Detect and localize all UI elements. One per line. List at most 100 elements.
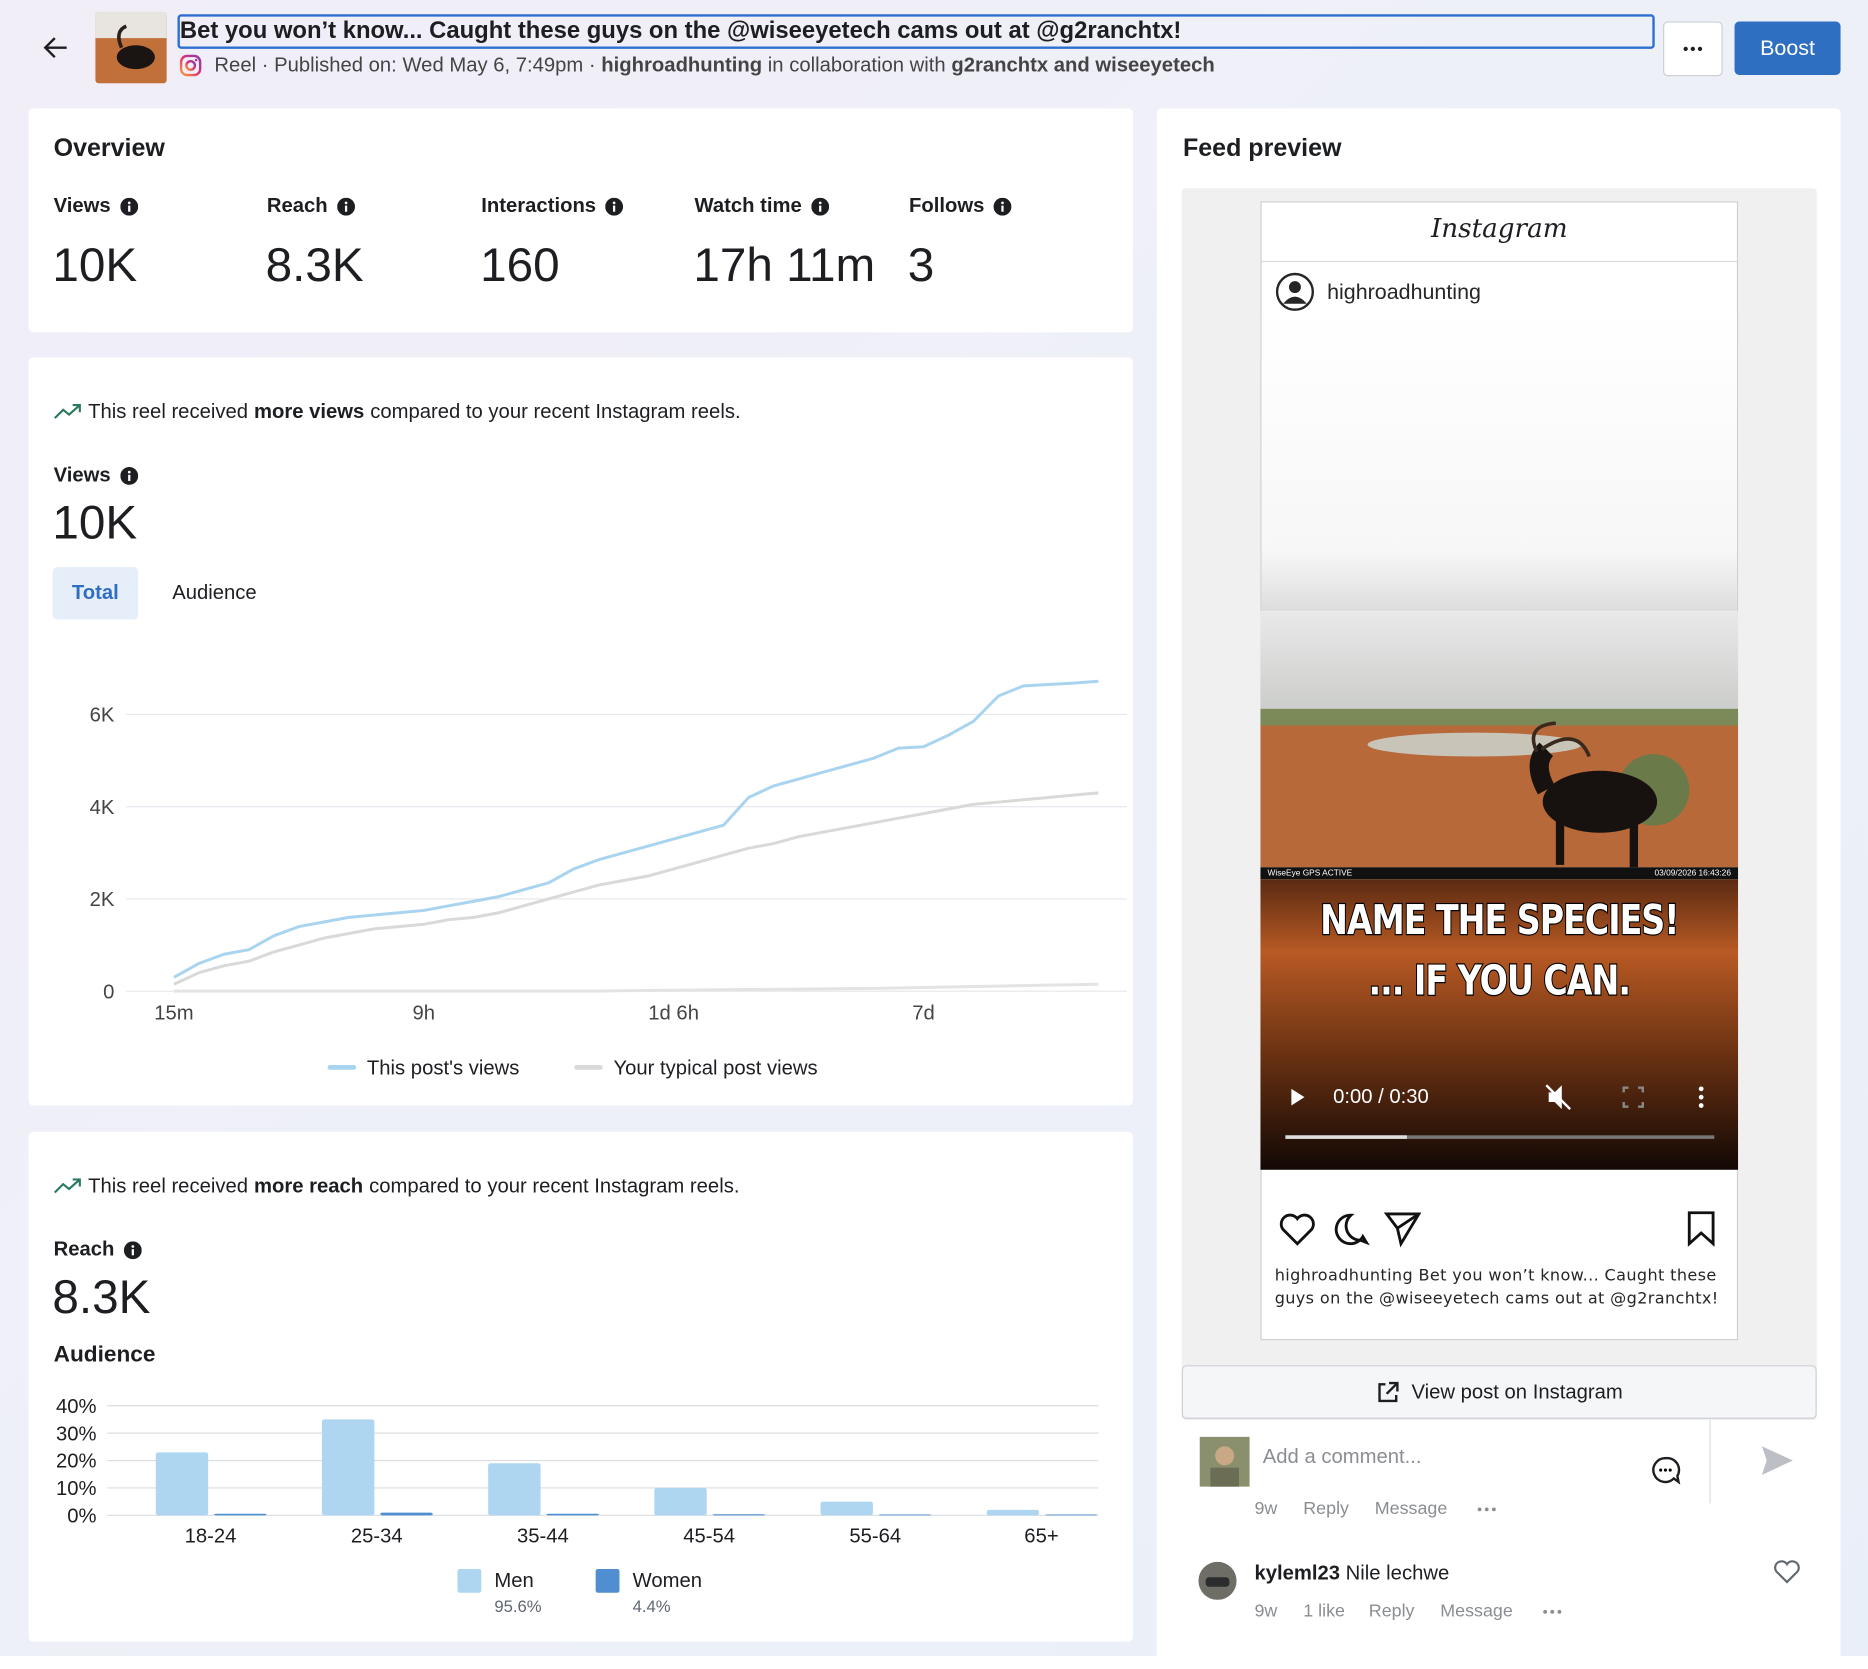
info-dot xyxy=(127,200,131,204)
shape xyxy=(185,60,197,72)
comment-like[interactable] xyxy=(1773,1558,1802,1584)
video-menu[interactable] xyxy=(1698,1086,1704,1108)
shape xyxy=(1288,281,1301,294)
message-link[interactable]: Message xyxy=(1440,1601,1513,1622)
metric-label: Follows xyxy=(908,194,985,217)
bar xyxy=(712,1514,766,1516)
metric-value: 10K xyxy=(52,239,138,292)
camera-label: WiseEye GPS ACTIVE xyxy=(1268,868,1353,878)
progress-bar[interactable] xyxy=(1285,1135,1407,1139)
shape xyxy=(1548,1085,1562,1110)
info-icon[interactable] xyxy=(120,197,139,216)
info-dot xyxy=(344,200,348,204)
shape xyxy=(1283,296,1307,304)
more-button[interactable] xyxy=(1663,21,1723,77)
x-tick-label: 45-54 xyxy=(683,1526,735,1548)
comment-likes[interactable]: 1 like xyxy=(1303,1601,1346,1622)
emoji-button[interactable] xyxy=(1650,1456,1681,1487)
y-tick-label: 10% xyxy=(56,1478,97,1500)
shape xyxy=(1690,46,1695,51)
boost-button[interactable]: Boost xyxy=(1734,21,1841,76)
note-emphasis: more reach xyxy=(253,1174,364,1198)
y-tick-label: 40% xyxy=(56,1396,97,1418)
overlay-line-1: NAME THE SPECIES! xyxy=(1319,896,1680,946)
shape xyxy=(117,24,128,49)
views-label-row: Views xyxy=(54,463,139,487)
y-tick-label: 2K xyxy=(90,889,115,911)
shape xyxy=(1557,1609,1562,1614)
save-icon[interactable] xyxy=(1687,1211,1715,1247)
info-stem xyxy=(1001,204,1004,212)
shape xyxy=(194,58,198,62)
video-time: 0:00 / 0:30 xyxy=(1333,1085,1429,1108)
comment-text: Nile lechwe xyxy=(1345,1561,1450,1585)
metric-label: Interactions xyxy=(481,194,597,217)
legend-label: Men xyxy=(494,1570,533,1592)
share-icon[interactable] xyxy=(1383,1212,1422,1248)
shape xyxy=(54,1178,81,1194)
x-tick-label: 65+ xyxy=(1024,1526,1058,1548)
reach-value: 8.3K xyxy=(52,1271,151,1324)
note-emphasis: more views xyxy=(253,400,365,423)
views-chart: 0 2K 4K 6K 15m 9h 1d 6h 7d This post's views Your… xyxy=(90,679,1127,1080)
more-icon xyxy=(1683,46,1703,51)
metric-label-row: Follows xyxy=(909,194,1012,218)
x-tick-label: 1d 6h xyxy=(648,1003,699,1025)
info-icon[interactable] xyxy=(120,466,139,485)
shape xyxy=(1205,1577,1230,1587)
series-line xyxy=(173,679,1099,979)
info-stem xyxy=(344,204,348,212)
comment-input[interactable]: Add a comment... xyxy=(1262,1445,1422,1468)
send-button[interactable] xyxy=(1761,1444,1794,1477)
mute-button[interactable] xyxy=(1545,1084,1571,1110)
shape xyxy=(1285,1135,1715,1139)
info-dot xyxy=(1001,200,1005,204)
video-frame[interactable]: WiseEye GPS ACTIVE 03/09/2026 16:43:26 xyxy=(1260,611,1739,1170)
shape xyxy=(1668,1468,1672,1472)
info-icon[interactable] xyxy=(605,197,624,216)
view-post-button[interactable]: View post on Instagram xyxy=(1181,1365,1817,1419)
reply-link[interactable]: Reply xyxy=(1368,1601,1415,1622)
like-icon[interactable] xyxy=(1279,1213,1315,1246)
tab-audience[interactable]: Audience xyxy=(172,581,257,604)
overview-card: Overview Views 10K Reach 8.3K Interactions 16… xyxy=(28,108,1133,333)
shape xyxy=(1529,742,1555,795)
info-icon[interactable] xyxy=(337,197,356,216)
x-tick-label: 18-24 xyxy=(185,1526,237,1548)
comment-user[interactable]: kyleml23 xyxy=(1254,1561,1341,1585)
fullscreen-button[interactable] xyxy=(1622,1086,1644,1108)
metric-label: Views xyxy=(53,194,111,217)
bar xyxy=(878,1514,932,1516)
shape xyxy=(43,37,67,59)
shape xyxy=(1555,807,1565,865)
info-icon[interactable] xyxy=(811,197,830,216)
y-tick-label: 0 xyxy=(103,981,114,1003)
info-icon[interactable] xyxy=(993,197,1012,216)
composer-time: 9w xyxy=(1254,1498,1278,1519)
shape xyxy=(1774,1560,1800,1584)
instagram-logo: Instagram xyxy=(1430,214,1568,245)
shape xyxy=(1652,1456,1681,1485)
reply-link[interactable]: Reply xyxy=(1303,1498,1349,1519)
reach-note: This reel received more reach compared t… xyxy=(54,1174,739,1199)
comment-more[interactable] xyxy=(1476,1506,1497,1513)
comment-icon[interactable] xyxy=(1334,1213,1370,1246)
views-value: 10K xyxy=(52,496,138,550)
legend-label: Women xyxy=(633,1570,702,1592)
play-button[interactable] xyxy=(1291,1088,1305,1106)
comment-more[interactable] xyxy=(1542,1608,1563,1615)
shape xyxy=(1260,611,1739,719)
tab-total[interactable]: Total xyxy=(52,567,139,620)
legend-label: This post's views xyxy=(367,1058,519,1080)
info-icon[interactable] xyxy=(123,1240,142,1259)
x-tick-label: 55-64 xyxy=(849,1526,901,1548)
message-link[interactable]: Message xyxy=(1374,1498,1448,1519)
post-title[interactable]: Bet you won’t know... Caught these guys … xyxy=(177,14,1655,49)
profile-username[interactable]: highroadhunting xyxy=(1327,279,1481,304)
info-stem xyxy=(128,204,131,212)
profile-avatar[interactable] xyxy=(1275,272,1316,313)
post-caption: highroadhunting Bet you won’t know... Ca… xyxy=(1274,1266,1719,1309)
post-actions xyxy=(1279,1211,1715,1248)
shape xyxy=(95,11,167,39)
back-button[interactable] xyxy=(43,36,69,60)
